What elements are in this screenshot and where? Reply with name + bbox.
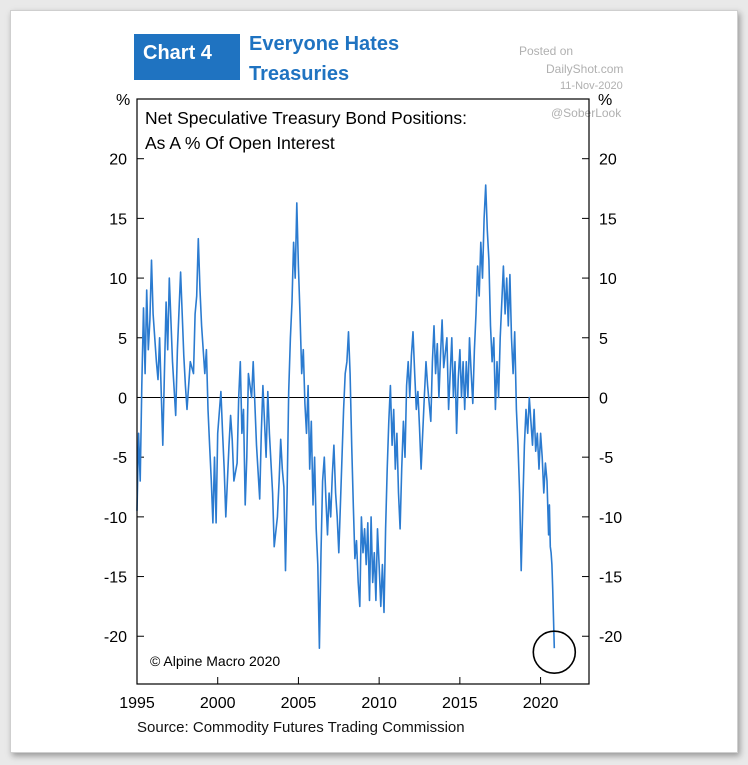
series-line-net-positions — [136, 184, 556, 649]
y-tick-label-left: 20 — [109, 152, 127, 169]
y-tick-label-left: 10 — [109, 271, 127, 288]
y-tick-label-left: 15 — [109, 211, 127, 228]
y-tick-label-right: -15 — [599, 570, 622, 587]
y-tick-label-left: 0 — [118, 390, 127, 407]
x-tick-label: 2000 — [200, 695, 236, 712]
y-tick-label-left: -10 — [104, 510, 127, 527]
y-tick-label-left: -5 — [113, 450, 127, 467]
y-tick-label-right: -5 — [599, 450, 613, 467]
y-tick-label-right: -10 — [599, 510, 622, 527]
chart-title: Net Speculative Treasury Bond Positions: — [145, 108, 467, 128]
headline-line1: Everyone Hates — [249, 33, 400, 55]
watermark-posted-on: Posted on — [519, 44, 574, 58]
y-tick-label-right: 0 — [599, 390, 608, 407]
x-tick-label: 1995 — [119, 695, 155, 712]
watermark-handle: @SoberLook — [551, 106, 622, 120]
copyright-note: © Alpine Macro 2020 — [150, 653, 280, 669]
x-tick-label: 2010 — [361, 695, 397, 712]
y-tick-label-right: -20 — [599, 629, 622, 646]
plot-frame — [136, 98, 590, 685]
latest-value-circle — [532, 630, 577, 674]
y-axis-unit-right: % — [598, 92, 612, 109]
y-tick-label-left: -20 — [104, 629, 127, 646]
x-tick-label: 2015 — [442, 695, 478, 712]
x-tick-label: 2005 — [281, 695, 317, 712]
watermark-date: 11-Nov-2020 — [560, 80, 623, 92]
x-tick-label: 2020 — [523, 695, 559, 712]
chart-number-badge: Chart 4 — [134, 34, 240, 80]
y-tick-label-right: 20 — [599, 152, 617, 169]
source-note: Source: Commodity Futures Trading Commis… — [137, 719, 465, 736]
chart-card — [10, 10, 738, 753]
watermark-site: DailyShot.com — [546, 62, 624, 76]
y-axis-unit-left: % — [116, 92, 130, 109]
y-tick-label-right: 5 — [599, 331, 608, 348]
chart-subtitle: As A % Of Open Interest — [145, 133, 335, 153]
headline-line2: Treasuries — [249, 63, 350, 85]
y-tick-label-left: 5 — [118, 331, 127, 348]
y-tick-label-left: -15 — [104, 570, 127, 587]
y-tick-label-right: 10 — [599, 271, 617, 288]
y-tick-label-right: 15 — [599, 211, 617, 228]
